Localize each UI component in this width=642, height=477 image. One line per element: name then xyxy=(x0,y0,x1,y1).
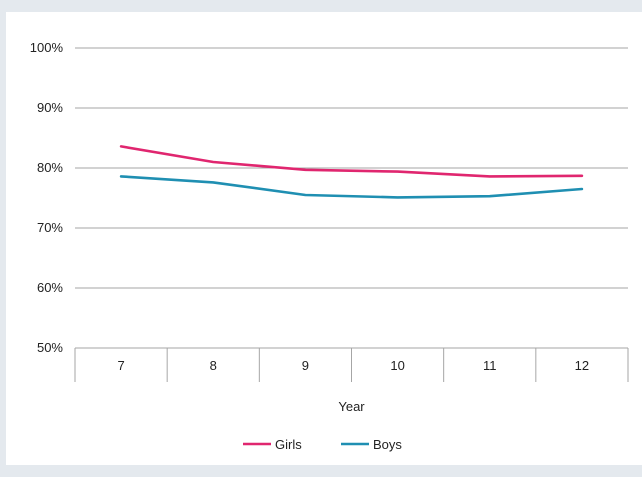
series-lines xyxy=(119,145,584,199)
y-tick-label: 90% xyxy=(37,100,63,115)
y-tick-label: 60% xyxy=(37,280,63,295)
x-tick-label: 9 xyxy=(302,358,309,373)
x-axis-tick-labels: 7 8 9 10 11 12 xyxy=(117,358,589,373)
line-chart: 50% 60% 70% 80% 90% 100% 7 8 9 10 11 12 Year Girls… xyxy=(30,40,629,452)
legend: Girls Boys xyxy=(243,437,402,452)
x-tick-label: 12 xyxy=(575,358,589,373)
x-tick-label: 11 xyxy=(483,358,497,373)
legend-label-boys: Boys xyxy=(373,437,402,452)
x-axis xyxy=(74,347,629,382)
series-line-boys xyxy=(119,175,584,199)
series-line-girls xyxy=(119,145,584,178)
x-tick-label: 10 xyxy=(390,358,404,373)
x-tick-label: 8 xyxy=(210,358,217,373)
chart-panel: 50% 60% 70% 80% 90% 100% 7 8 9 10 11 12 Year Girls… xyxy=(6,12,642,465)
gridlines xyxy=(75,47,628,289)
y-tick-label: 70% xyxy=(37,220,63,235)
y-tick-label: 50% xyxy=(37,340,63,355)
y-tick-label: 80% xyxy=(37,160,63,175)
legend-label-girls: Girls xyxy=(275,437,302,452)
x-tick-label: 7 xyxy=(117,358,124,373)
y-tick-label: 100% xyxy=(30,40,64,55)
y-axis-tick-labels: 50% 60% 70% 80% 90% 100% xyxy=(30,40,64,355)
x-axis-title: Year xyxy=(338,399,365,414)
